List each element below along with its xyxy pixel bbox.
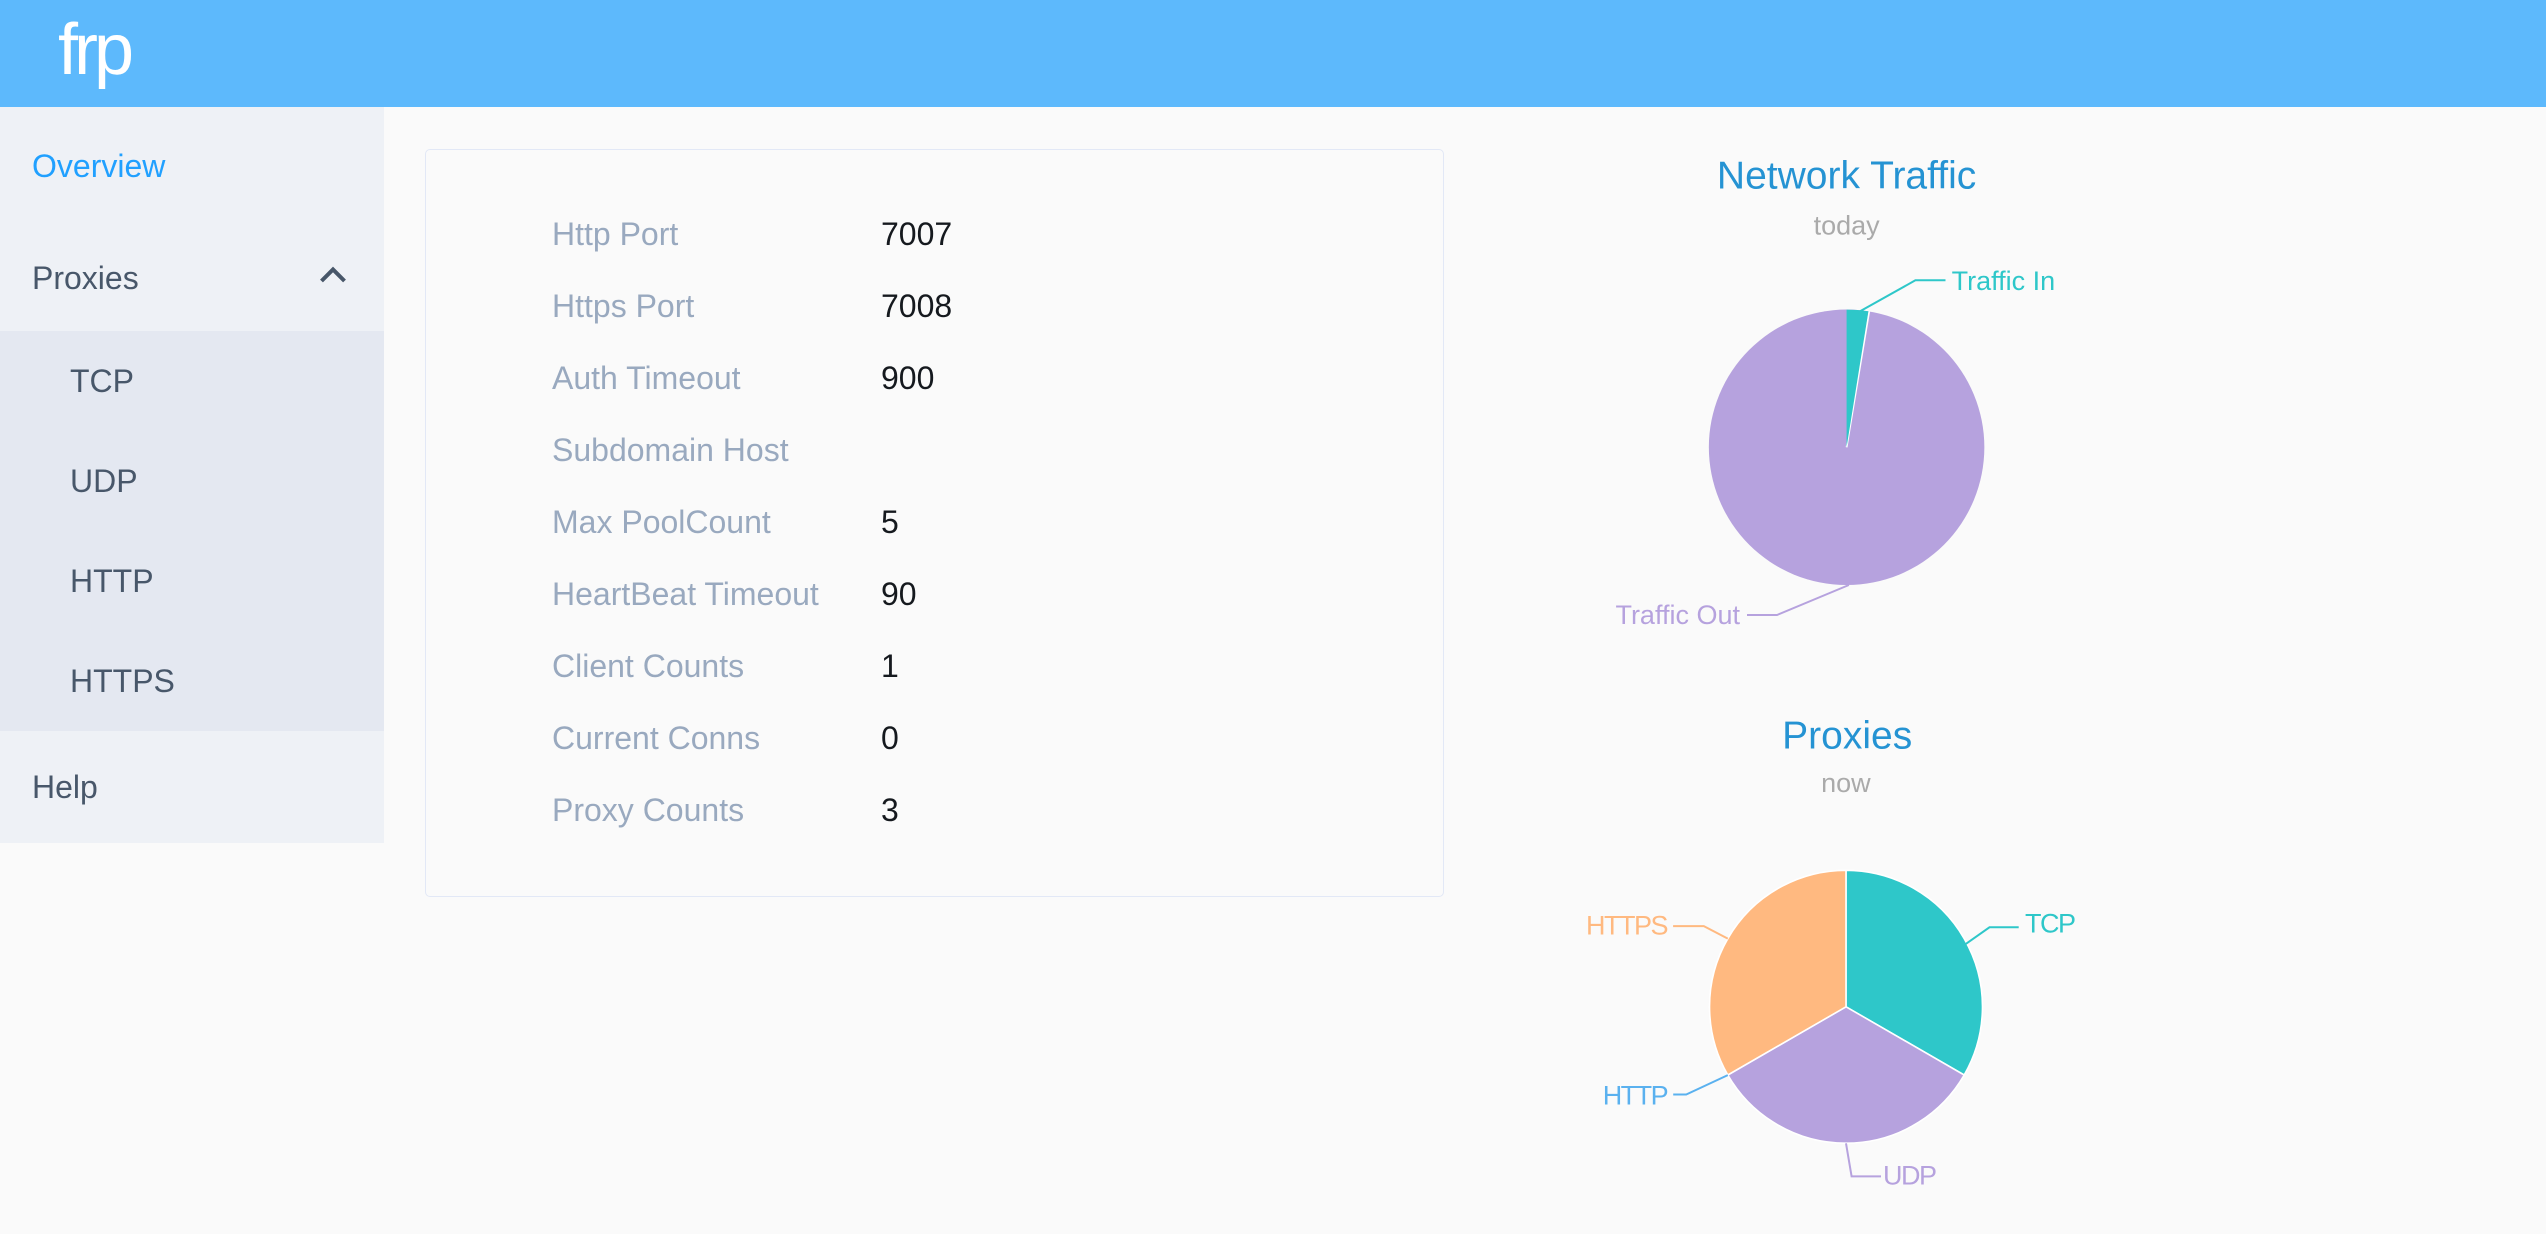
svg-text:HTTP: HTTP (1603, 1080, 1668, 1110)
svg-text:Traffic Out: Traffic Out (1615, 600, 1740, 630)
svg-text:HTTPS: HTTPS (1586, 910, 1667, 940)
svg-text:UDP: UDP (1883, 1161, 1936, 1191)
svg-text:Network Traffic: Network Traffic (1717, 154, 1976, 197)
svg-text:today: today (1814, 210, 1881, 240)
svg-text:now: now (1821, 768, 1871, 798)
svg-text:Proxies: Proxies (1782, 715, 1912, 758)
svg-text:TCP: TCP (2025, 908, 2075, 938)
svg-text:Traffic In: Traffic In (1952, 266, 2056, 296)
